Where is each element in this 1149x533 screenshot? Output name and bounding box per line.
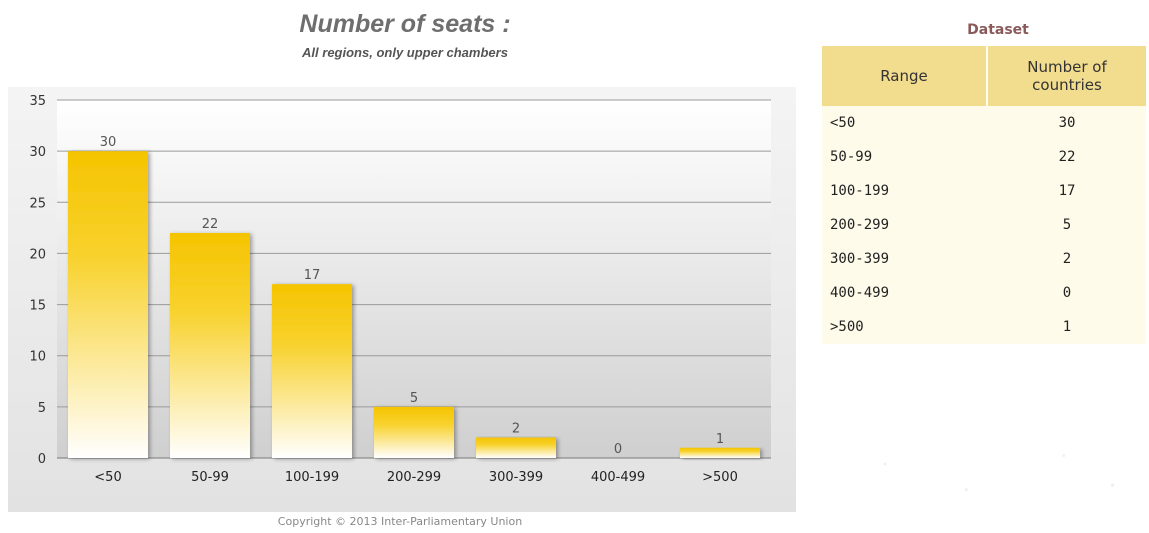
chart-title: Number of seats :	[299, 10, 511, 38]
y-tick-label: 35	[29, 94, 46, 109]
data-label: 22	[202, 217, 219, 232]
data-label: 17	[304, 268, 321, 283]
data-label: 1	[716, 432, 724, 447]
dataset-header-row: Range Number of countries	[822, 46, 1146, 106]
dataset-table: Range Number of countries <50 30 50-99 2…	[822, 46, 1146, 344]
dataset-title: Dataset	[967, 22, 1029, 38]
data-labels: 30 22 17 5 2 0 1	[100, 135, 724, 457]
bar	[680, 447, 760, 458]
bar	[374, 406, 454, 458]
y-axis-ticks: 0 5 10 15 20 25 30 35	[29, 94, 46, 467]
table-row: 200-299 5	[822, 208, 1146, 242]
x-tick-label: 200-299	[387, 470, 441, 485]
table-row: <50 30	[822, 106, 1146, 140]
x-tick-label: 100-199	[285, 470, 339, 485]
copyright-text: Copyright © 2013 Inter-Parliamentary Uni…	[277, 515, 523, 528]
table-row: 300-399 2	[822, 242, 1146, 276]
background-texture	[820, 430, 1145, 515]
x-tick-label: <50	[94, 470, 121, 485]
count-cell: 30	[988, 106, 1146, 140]
count-cell: 22	[988, 140, 1146, 174]
y-tick-label: 25	[29, 196, 46, 211]
data-label: 5	[410, 391, 418, 406]
y-tick-label: 15	[29, 299, 46, 314]
bar	[476, 437, 556, 458]
y-tick-label: 5	[38, 401, 46, 416]
chart-subtitle: All regions, only upper chambers	[302, 45, 508, 60]
range-cell: >500	[822, 310, 988, 344]
header-count-line1: Number of	[1027, 58, 1107, 76]
count-cell: 5	[988, 208, 1146, 242]
bar	[272, 284, 352, 458]
x-tick-label: >500	[702, 470, 738, 485]
table-row: >500 1	[822, 310, 1146, 344]
y-tick-label: 10	[29, 350, 46, 365]
x-tick-label: 300-399	[489, 470, 543, 485]
header-range: Range	[822, 46, 988, 106]
x-tick-label: 400-499	[591, 470, 645, 485]
count-cell: 17	[988, 174, 1146, 208]
data-label: 0	[614, 442, 622, 457]
header-count-line2: countries	[1032, 76, 1102, 94]
table-row: 50-99 22	[822, 140, 1146, 174]
bar	[170, 232, 250, 458]
table-row: 100-199 17	[822, 174, 1146, 208]
y-tick-label: 0	[38, 452, 46, 467]
range-cell: 400-499	[822, 276, 988, 310]
bars	[68, 151, 760, 458]
count-cell: 1	[988, 310, 1146, 344]
range-cell: <50	[822, 106, 988, 140]
header-count: Number of countries	[988, 46, 1146, 106]
range-cell: 300-399	[822, 242, 988, 276]
table-row: 400-499 0	[822, 276, 1146, 310]
x-tick-label: 50-99	[191, 470, 229, 485]
data-label: 30	[100, 135, 117, 150]
data-label: 2	[512, 422, 520, 437]
range-cell: 100-199	[822, 174, 988, 208]
count-cell: 2	[988, 242, 1146, 276]
range-cell: 50-99	[822, 140, 988, 174]
y-tick-label: 20	[29, 247, 46, 262]
x-axis-ticks: <50 50-99 100-199 200-299 300-399 400-499 >500	[94, 470, 738, 485]
bar	[68, 151, 148, 458]
y-tick-label: 30	[29, 145, 46, 160]
range-cell: 200-299	[822, 208, 988, 242]
count-cell: 0	[988, 276, 1146, 310]
